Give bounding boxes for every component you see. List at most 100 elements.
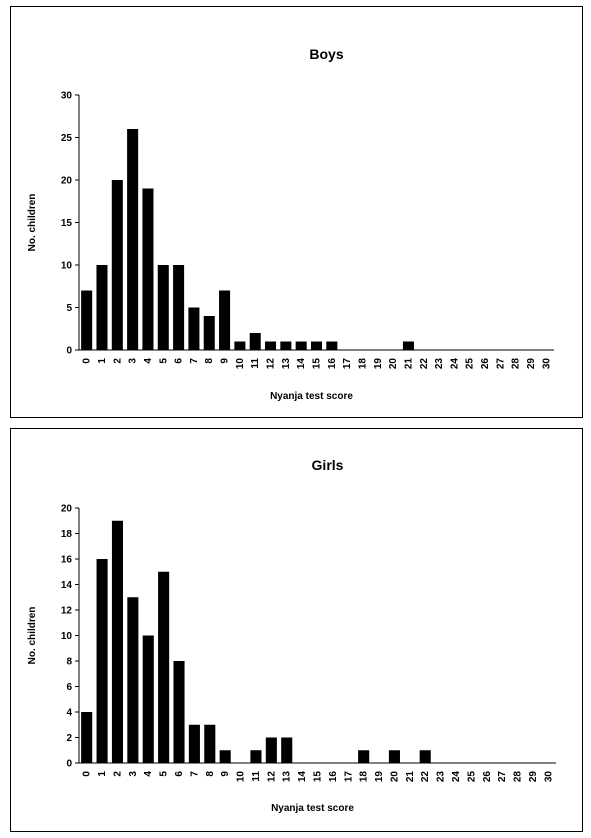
boys-x-tick-label: 6 [174,358,185,364]
girls-x-axis-label: Nyanja test score [271,803,354,814]
girls-x-tick-label: 13 [282,771,293,783]
boys-x-tick-label: 15 [312,358,323,370]
boys-x-tick-label: 27 [495,358,506,370]
boys-x-tick-label: 30 [541,358,552,370]
girls-x-tick-label: 14 [297,771,308,783]
girls-bar-score-13 [281,737,293,763]
boys-bar-score-3 [127,129,139,350]
boys-bar-score-9 [219,290,231,350]
girls-x-tick-label: 15 [313,771,324,783]
boys-bar-score-21 [402,341,414,350]
boys-x-tick-label: 29 [526,358,537,370]
girls-bar-score-2 [111,520,124,763]
girls-x-tick-label: 21 [405,771,416,783]
girls-y-tick-label: 10 [61,631,73,642]
boys-y-tick-label: 5 [66,303,72,314]
girls-y-tick-label: 14 [61,580,73,591]
girls-x-tick-label: 8 [205,771,216,777]
girls-x-tick-label: 0 [82,771,93,777]
boys-y-axis-label: No. children [27,194,38,252]
girls-x-tick-label: 3 [128,771,139,777]
girls-x-tick-label: 7 [189,771,200,777]
girls-x-tick-label: 23 [436,771,447,783]
boys-bar-score-4 [142,188,154,350]
girls-x-tick-label: 2 [112,771,123,777]
boys-y-tick-label: 25 [61,133,73,144]
girls-x-tick-label: 24 [451,771,462,783]
girls-x-tick-label: 17 [343,771,354,783]
boys-bar-score-8 [203,316,215,350]
boys-x-tick-label: 16 [327,358,338,370]
girls-x-tick-label: 30 [543,771,554,783]
girls-x-tick-label: 1 [97,771,108,777]
girls-x-tick-label: 10 [236,771,247,783]
girls-bar-score-22 [419,750,431,763]
boys-bar-score-2 [111,180,123,350]
girls-y-tick-label: 20 [61,504,73,515]
boys-y-tick-label: 20 [61,176,73,187]
girls-x-tick-label: 4 [143,771,154,777]
girls-bar-score-1 [96,559,108,763]
girls-x-tick-label: 11 [251,771,262,782]
girls-x-tick-label: 16 [328,771,339,783]
boys-bar-score-12 [265,341,277,350]
girls-bar-score-6 [173,661,185,763]
boys-x-tick-label: 24 [449,358,460,370]
girls-x-tick-label: 27 [497,771,508,783]
girls-bar-score-9 [219,750,231,763]
boys-x-tick-label: 12 [266,358,277,370]
boys-x-tick-label: 9 [220,358,231,364]
boys-x-tick-label: 18 [357,358,368,370]
boys-chart-panel: Boys 0 5 10 15 20 25 30 No. children 0 1 2 3 4 5 6 7 8 9 10… [10,6,583,418]
boys-chart-title: Boys [309,46,343,62]
girls-bar-score-0 [81,712,93,763]
girls-y-tick-label: 2 [66,733,72,744]
girls-bar-score-12 [265,737,277,763]
girls-bar-score-4 [142,635,154,763]
boys-bar-score-7 [188,307,200,350]
girls-y-tick-label: 12 [61,606,73,617]
boys-x-axis-label: Nyanja test score [270,391,353,402]
girls-x-tick-label: 25 [466,771,477,783]
girls-x-tick-label: 19 [374,771,385,783]
boys-x-tick-label: 13 [281,358,292,370]
girls-x-tick-label: 22 [420,771,431,783]
girls-y-tick-label: 4 [66,708,72,719]
boys-y-tick-label: 30 [61,91,73,102]
girls-y-tick-label: 6 [66,682,72,693]
boys-x-tick-label: 3 [128,358,139,364]
girls-x-tick-label: 12 [266,771,277,783]
girls-bar-score-20 [388,750,400,763]
boys-x-tick-label: 23 [434,358,445,370]
boys-x-tick-label: 28 [511,358,522,370]
girls-x-tick-label: 29 [528,771,539,783]
boys-y-tick-label: 15 [61,218,73,229]
girls-bar-score-8 [204,724,216,763]
girls-y-tick-label: 0 [66,759,72,770]
girls-x-tick-label: 20 [389,771,400,783]
boys-x-tick-label: 21 [403,358,414,370]
boys-x-tick-label: 19 [373,358,384,370]
girls-bar-score-3 [127,597,139,763]
girls-x-tick-label: 26 [482,771,493,783]
boys-x-tick-label: 8 [204,358,215,364]
girls-x-tick-label: 9 [220,771,231,777]
boys-x-tick-label: 26 [480,358,491,370]
boys-bar-score-11 [249,333,261,350]
boys-x-tick-label: 5 [158,358,169,364]
girls-y-tick-label: 8 [66,657,72,668]
boys-bar-score-1 [96,265,108,350]
boys-x-tick-label: 1 [97,358,108,364]
boys-x-tick-label: 20 [388,358,399,370]
girls-x-tick-label: 6 [174,771,185,777]
girls-x-tick-label: 28 [513,771,524,783]
boys-x-tick-label: 0 [82,358,93,364]
boys-y-tick-label: 10 [61,261,73,272]
boys-x-tick-label: 10 [235,358,246,370]
girls-x-tick-label: 5 [159,771,170,777]
boys-bar-score-5 [157,265,169,350]
boys-bar-score-14 [295,341,307,350]
boys-x-tick-label: 25 [465,358,476,370]
